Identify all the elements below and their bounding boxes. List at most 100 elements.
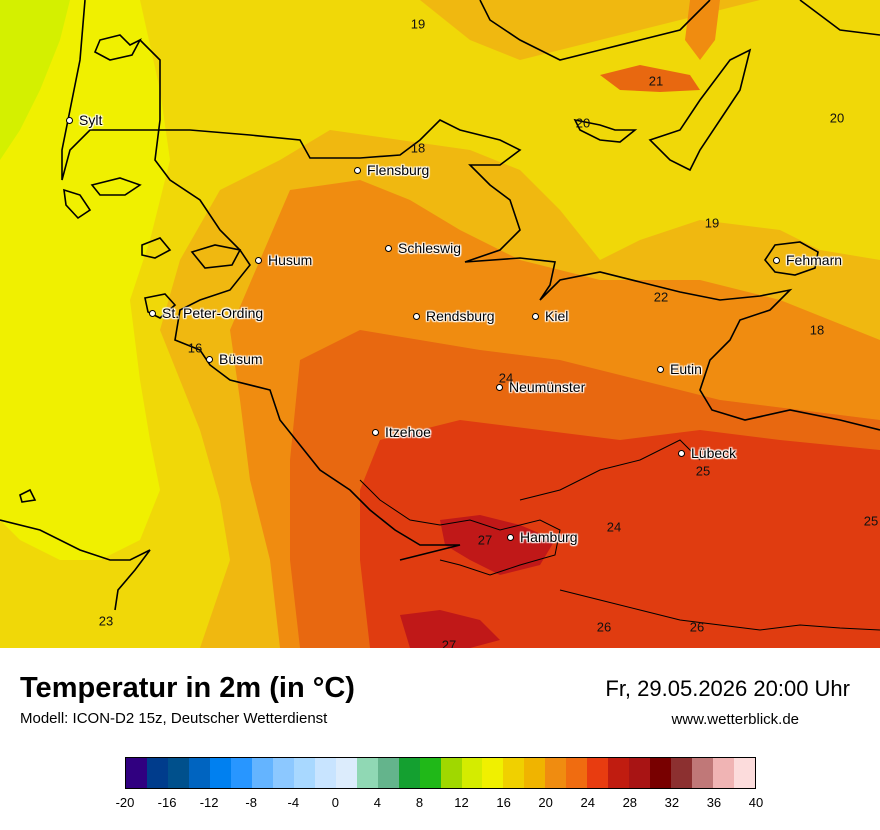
city-dot-icon: [372, 428, 379, 436]
city-label: Eutin: [670, 361, 702, 377]
isotherm-label: 18: [809, 322, 825, 338]
city-dot-icon: [507, 533, 514, 541]
colorbar-segment: [293, 758, 315, 788]
city-marker: Husum: [255, 252, 312, 268]
colorbar-segment: [272, 758, 294, 788]
colorbar-tick-label: -20: [115, 795, 135, 810]
city-marker: St. Peter-Ording: [149, 305, 263, 321]
city-label: Schleswig: [398, 240, 462, 256]
isotherm-label: 27: [477, 532, 493, 548]
city-dot-icon: [149, 309, 156, 317]
colorbar-tick-label: 8: [415, 795, 424, 810]
city-marker: Itzehoe: [372, 424, 431, 440]
colorbar-segment: [126, 758, 147, 788]
map-canvas: [0, 0, 880, 648]
colorbar-tick-label: 0: [331, 795, 339, 810]
isotherm-label: 16: [187, 340, 203, 356]
city-dot-icon: [413, 312, 420, 320]
website-url: www.wetterblick.de: [671, 711, 799, 728]
isotherm-label: 24: [606, 519, 622, 535]
colorbar-segment: [608, 758, 630, 788]
isotherm-label: 21: [648, 73, 664, 89]
colorbar-tick-label: -16: [157, 795, 177, 810]
colorbar-segment: [650, 758, 672, 788]
isotherm-label: 19: [704, 215, 720, 231]
zone-22-north: [600, 65, 700, 92]
colorbar-segment: [503, 758, 525, 788]
city-dot-icon: [773, 256, 780, 264]
colorbar-segment: [251, 758, 273, 788]
model-source: Modell: ICON-D2 15z, Deutscher Wetterdie…: [20, 710, 328, 727]
city-label: Rendsburg: [426, 308, 495, 324]
borders: [359, 439, 880, 631]
city-marker: Neumünster: [496, 379, 585, 395]
isotherm-label: 24: [498, 370, 514, 386]
colorbar-segment: [230, 758, 252, 788]
colorbar-segment: [146, 758, 168, 788]
city-label: Fehmarn: [786, 252, 843, 268]
colorbar-tick-label: 24: [580, 795, 595, 810]
colorbar-segment: [419, 758, 441, 788]
forecast-datetime: Fr, 29.05.2026 20:00 Uhr: [605, 676, 850, 701]
colorbar-segment: [167, 758, 189, 788]
colorbar-segment: [188, 758, 210, 788]
colorbar-segment: [314, 758, 336, 788]
isotherm-label: 18: [410, 140, 426, 156]
isotherm-label: 22: [653, 289, 669, 305]
colorbar-segment: [587, 758, 609, 788]
city-label: Sylt: [79, 112, 103, 128]
zone-16: [0, 0, 170, 560]
city-marker: Schleswig: [385, 240, 461, 256]
zone-18: [0, 0, 880, 648]
city-dot-icon: [496, 383, 503, 391]
isotherm-label: 26: [689, 619, 705, 635]
colorbar-tick-label: 32: [664, 795, 680, 810]
city-marker: Hamburg: [507, 529, 578, 545]
colorbar-segment: [461, 758, 483, 788]
city-marker: Flensburg: [354, 162, 429, 178]
city-label: Kiel: [545, 308, 569, 324]
colorbar-segment: [629, 758, 651, 788]
colorbar-segment: [692, 758, 714, 788]
city-marker: Büsum: [206, 351, 263, 367]
colorbar-segment: [335, 758, 357, 788]
city-label: Flensburg: [367, 162, 430, 178]
colorbar-segment: [566, 758, 588, 788]
colorbar-segment: [671, 758, 693, 788]
city-marker: Lübeck: [678, 445, 736, 461]
city-marker: Kiel: [532, 308, 568, 324]
colorbar-segment: [713, 758, 735, 788]
isotherm-label: 20: [575, 115, 591, 131]
city-marker: Fehmarn: [773, 252, 842, 268]
colorbar-tick-label: 16: [496, 795, 511, 810]
city-dot-icon: [532, 312, 539, 320]
zone-28-south: [400, 610, 500, 648]
city-dot-icon: [354, 166, 361, 174]
city-marker: Rendsburg: [413, 308, 495, 324]
colorbar-tick-label: -12: [199, 795, 219, 810]
coastlines: [0, 0, 880, 611]
city-marker: Eutin: [657, 361, 702, 377]
colorbar-segment: [440, 758, 462, 788]
city-label: Neumünster: [509, 379, 586, 395]
city-label: Lübeck: [691, 445, 737, 461]
city-label: Büsum: [219, 351, 263, 367]
colorbar-segment: [377, 758, 399, 788]
city-marker: Sylt: [66, 112, 102, 128]
city-label: Hamburg: [520, 529, 578, 545]
temperature-map: Sylt Flensburg Husum Schleswig Fehmarn S…: [0, 0, 880, 648]
isotherm-label: 19: [410, 16, 426, 32]
colorbar-tick-label: -4: [287, 795, 300, 810]
map-footer: Temperatur in 2m (in °C) Modell: ICON-D2…: [0, 648, 880, 830]
colorbar-segment: [209, 758, 231, 788]
colorbar-segment: [356, 758, 378, 788]
isotherm-label: 20: [829, 110, 845, 126]
zone-26: [360, 420, 880, 648]
city-dot-icon: [678, 449, 685, 457]
isotherm-label: 25: [863, 513, 879, 529]
colorbar-tick-label: -8: [245, 795, 257, 810]
city-dot-icon: [206, 355, 213, 363]
zone-14: [0, 0, 70, 160]
city-dot-icon: [657, 365, 664, 373]
isotherm-label: 23: [98, 613, 114, 629]
